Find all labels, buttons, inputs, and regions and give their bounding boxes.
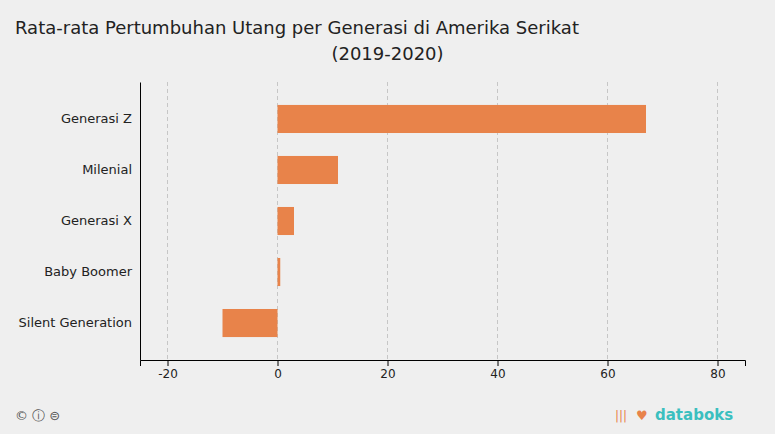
x-tick: 20 bbox=[380, 360, 395, 381]
x-tick-label: 20 bbox=[380, 367, 395, 381]
bar bbox=[278, 156, 339, 184]
x-tick-label: 40 bbox=[490, 367, 505, 381]
x-tick-mark bbox=[388, 360, 389, 366]
y-tick-label: Generasi Z bbox=[61, 111, 132, 126]
x-axis: -20 0 20 40 60 80 bbox=[141, 360, 746, 381]
y-axis: Silent Generation Baby Boomer Generasi X Mi… bbox=[19, 83, 141, 361]
title: Rata-rata Pertumbuhan Utang per Generasi… bbox=[15, 17, 579, 38]
x-tick-mark bbox=[718, 360, 719, 366]
plot-area: -20 0 20 40 60 80 Silent Generation Baby Boomer… bbox=[19, 82, 746, 381]
x-tick-label: 0 bbox=[274, 367, 282, 381]
y-tick: Baby Boomer bbox=[44, 264, 140, 279]
y-tick-label: Milenial bbox=[82, 162, 132, 177]
bar bbox=[223, 309, 278, 337]
x-tick-mark bbox=[608, 360, 609, 366]
y-tick: Generasi X bbox=[61, 213, 140, 228]
annotation: databoks bbox=[655, 406, 733, 424]
bars bbox=[223, 105, 647, 337]
chart: Rata-rata Pertumbuhan Utang per Generasi… bbox=[0, 0, 775, 434]
x-tick: 60 bbox=[600, 360, 615, 381]
bar bbox=[278, 105, 647, 133]
subtitle: (2019-2020) bbox=[331, 43, 443, 64]
x-tick-label: 60 bbox=[600, 367, 615, 381]
y-tick-label: Generasi X bbox=[61, 213, 132, 228]
annotation: ||| bbox=[615, 409, 627, 423]
y-tick-label: Silent Generation bbox=[19, 315, 132, 330]
footer: © ⓘ ⊜ ||| ♥ databoks bbox=[15, 406, 733, 424]
grid-line bbox=[167, 82, 168, 360]
bar bbox=[278, 207, 295, 235]
x-tick: 80 bbox=[710, 360, 725, 381]
y-tick: Generasi Z bbox=[61, 111, 140, 126]
x-axis-line bbox=[141, 361, 746, 367]
y-axis-line bbox=[140, 83, 141, 361]
y-tick-label: Baby Boomer bbox=[44, 264, 132, 279]
x-tick-mark bbox=[498, 360, 499, 366]
x-tick-label: 80 bbox=[710, 367, 725, 381]
x-tick-mark bbox=[278, 360, 279, 366]
x-tick-label: -20 bbox=[158, 367, 178, 381]
x-tick: -20 bbox=[158, 360, 178, 381]
x-tick-mark bbox=[168, 360, 169, 366]
annotation: ♥ bbox=[636, 408, 648, 423]
bar bbox=[278, 258, 281, 286]
x-tick: 40 bbox=[490, 360, 505, 381]
annotation: © ⓘ ⊜ bbox=[15, 408, 60, 423]
y-tick: Milenial bbox=[82, 162, 140, 177]
grid bbox=[168, 82, 718, 360]
x-tick: 0 bbox=[274, 360, 282, 381]
y-tick: Silent Generation bbox=[19, 315, 140, 330]
grid-line bbox=[717, 82, 718, 360]
